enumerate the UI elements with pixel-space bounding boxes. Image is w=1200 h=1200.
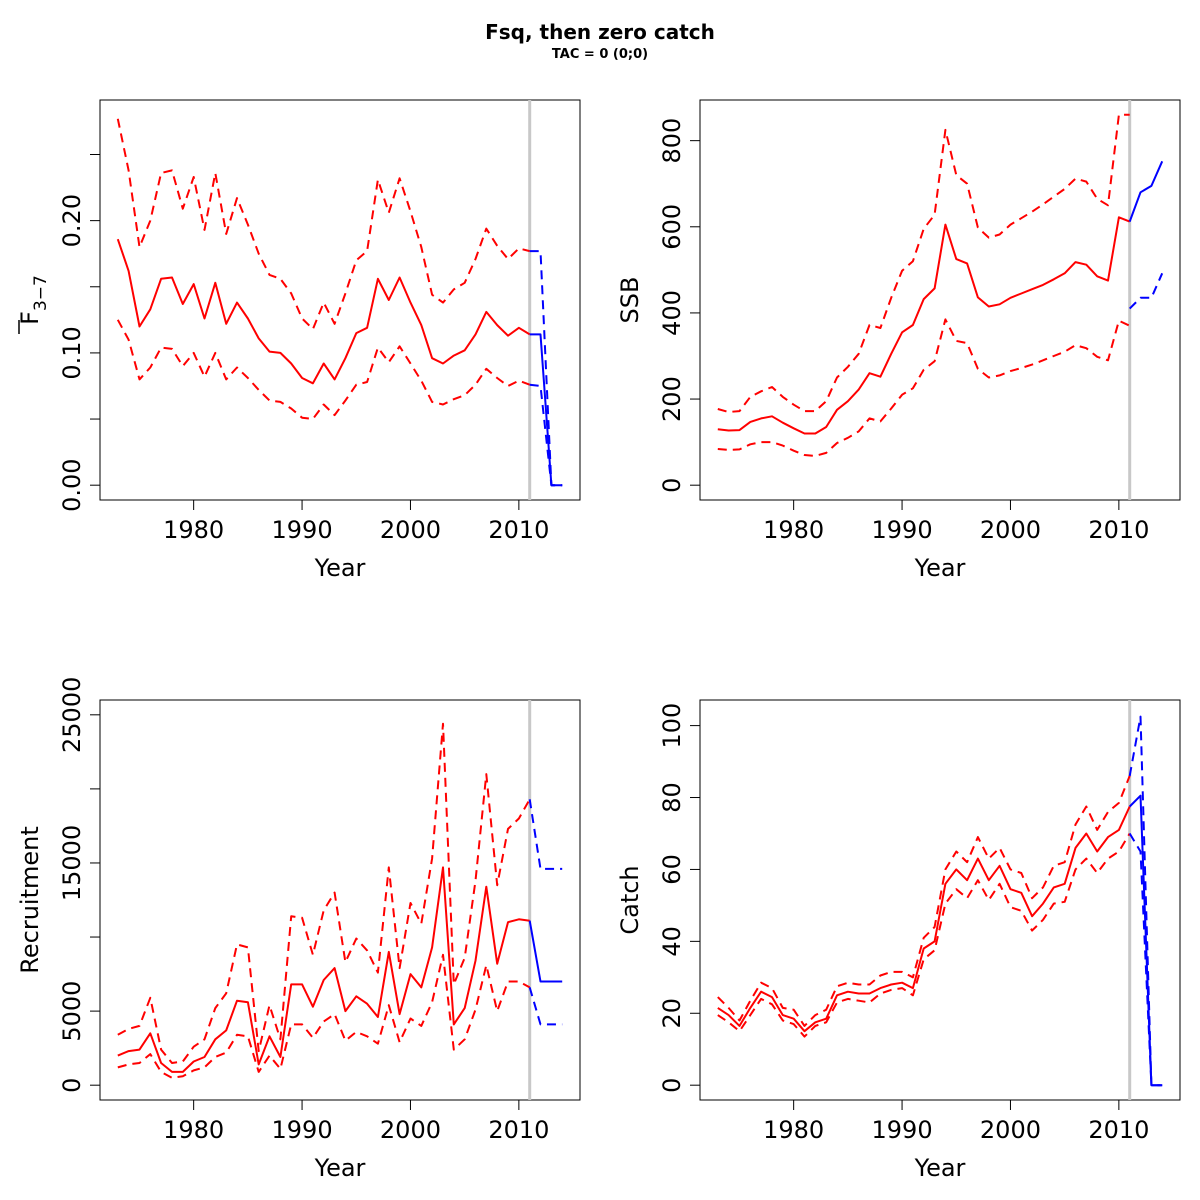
x-tick-label: 2010 <box>1088 516 1149 544</box>
y-tick-label: 0 <box>658 478 686 493</box>
series-projection-lower <box>529 383 563 487</box>
x-axis-label: Year <box>914 1154 966 1182</box>
y-tick-label: 25000 <box>58 677 86 753</box>
series-historical-lower <box>117 953 531 1079</box>
y-axis-label-main: F <box>16 311 44 325</box>
series-projection-upper <box>1128 715 1163 1087</box>
series-projection-median <box>1128 160 1164 222</box>
y-axis-label-main: Recruitment <box>16 826 44 973</box>
series-projection-lower <box>1128 832 1163 1087</box>
y-tick-label: 0.20 <box>58 194 86 247</box>
series-historical-lower <box>717 832 1131 1038</box>
series-projection-lower <box>528 987 563 1026</box>
x-tick-label: 1980 <box>163 516 224 544</box>
x-tick-label: 2000 <box>980 516 1041 544</box>
y-tick-label: 80 <box>658 782 686 813</box>
x-axis-label: Year <box>914 554 966 582</box>
series-projection-upper <box>528 799 563 870</box>
series-projection-median <box>1128 794 1163 1087</box>
y-tick-label: 0.00 <box>58 458 86 511</box>
x-tick-label: 2010 <box>1088 1116 1149 1144</box>
x-tick-label: 2000 <box>980 1116 1041 1144</box>
plot-frame <box>699 99 1181 501</box>
y-tick-label: 0 <box>658 1078 686 1093</box>
series-historical-lower <box>116 319 531 420</box>
chart-title: Fsq, then zero catch <box>485 20 715 44</box>
y-tick-label: 15000 <box>58 825 86 901</box>
y-tick-label: 100 <box>658 703 686 749</box>
panel-catch: 1980 1990 2000 2010 Year 0 20 40 60 80 100 Catch <box>616 699 1181 1182</box>
x-tick-label: 1990 <box>872 516 933 544</box>
y-axis-label-main: Catch <box>616 865 644 934</box>
x-tick-label: 1980 <box>763 1116 824 1144</box>
y-axis-label: F3−7 <box>16 275 51 325</box>
y-axis-label: SSB <box>616 277 644 324</box>
plot-frame <box>99 699 581 1101</box>
series-projection-median <box>528 920 563 983</box>
series-historical-upper <box>717 775 1131 1027</box>
series-historical-median <box>117 866 530 1073</box>
series-projection-median <box>529 333 563 487</box>
series-historical-upper <box>717 113 1130 413</box>
series-projection-lower <box>1128 272 1164 310</box>
series-historical-median <box>116 238 531 385</box>
x-tick-label: 1980 <box>163 1116 224 1144</box>
series-historical-upper <box>116 118 530 331</box>
plot-frame <box>99 99 581 501</box>
plot-frame <box>699 699 1181 1101</box>
x-tick-label: 1980 <box>763 516 824 544</box>
y-axis-label-subscript: 3−7 <box>31 275 51 311</box>
y-tick-label: 0.10 <box>58 326 86 379</box>
x-axis-label: Year <box>314 1154 366 1182</box>
y-tick-label: 60 <box>658 854 686 885</box>
x-tick-label: 2010 <box>488 1116 549 1144</box>
y-tick-label: 0 <box>58 1078 86 1093</box>
y-axis-label: Catch <box>616 865 644 934</box>
y-tick-label: 800 <box>658 118 686 164</box>
series-historical-median <box>717 216 1131 435</box>
x-tick-label: 2000 <box>380 516 441 544</box>
y-tick-label: 200 <box>658 376 686 422</box>
y-axis-label: Recruitment <box>16 826 44 973</box>
x-tick-label: 1990 <box>272 516 333 544</box>
y-tick-label: 5000 <box>58 981 86 1042</box>
x-tick-label: 1990 <box>272 1116 333 1144</box>
y-tick-label: 20 <box>658 998 686 1029</box>
series-historical-median <box>717 806 1131 1033</box>
x-axis-label: Year <box>314 554 366 582</box>
chart-subtitle: TAC = 0 (0;0) <box>551 47 649 62</box>
y-tick-label: 600 <box>658 204 686 250</box>
series-historical-lower <box>717 318 1131 457</box>
series-projection-upper <box>529 250 563 487</box>
x-tick-label: 1990 <box>872 1116 933 1144</box>
panel-ssb: 1980 1990 2000 2010 Year 0 200 400 600 800 SSB <box>616 99 1181 582</box>
x-tick-label: 2000 <box>380 1116 441 1144</box>
y-tick-label: 40 <box>658 926 686 957</box>
series-historical-upper <box>117 722 531 1064</box>
y-axis-label-main: SSB <box>616 277 644 324</box>
x-tick-label: 2010 <box>488 516 549 544</box>
y-tick-label: 400 <box>658 290 686 336</box>
panel-recruitment: 1980 1990 2000 2010 Year 0 5000 15000 25000 Recru… <box>16 677 581 1182</box>
